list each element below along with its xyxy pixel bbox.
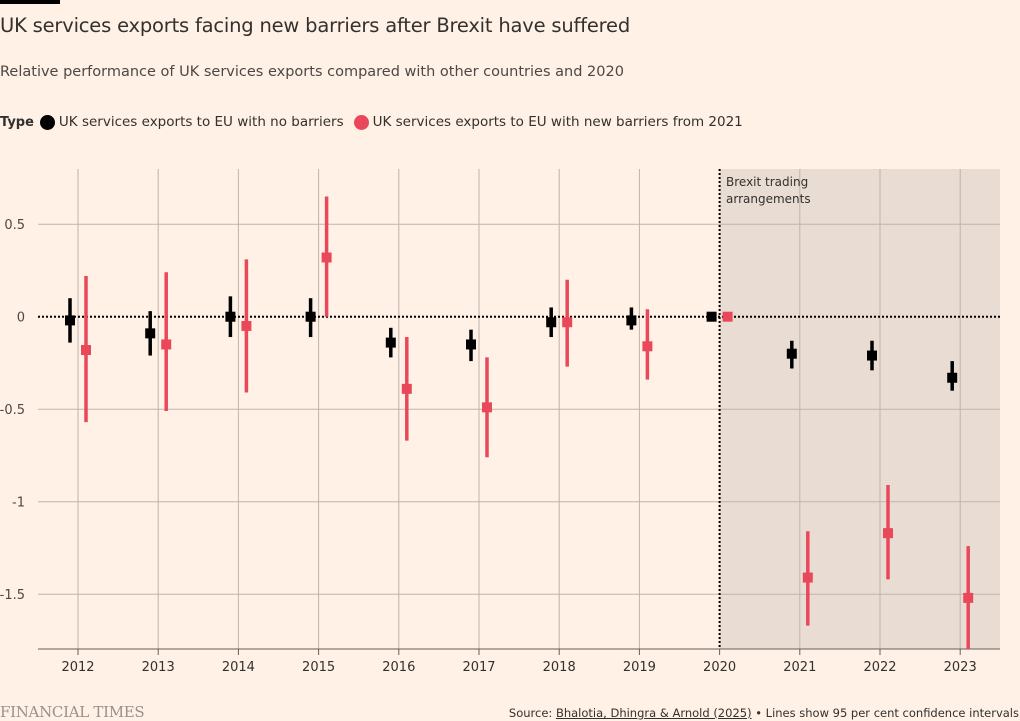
point-new-barriers <box>81 345 91 355</box>
y-tick-label: -1 <box>12 496 25 511</box>
chart-subtitle: Relative performance of UK services expo… <box>0 64 624 80</box>
x-tick-label: 2014 <box>222 660 255 675</box>
point-new-barriers <box>642 341 653 352</box>
point-no-barriers <box>65 315 75 326</box>
point-no-barriers <box>305 311 316 322</box>
legend-item-label: UK services exports to EU with new barri… <box>372 114 743 130</box>
legend-item-new-barriers[interactable]: UK services exports to EU with new barri… <box>353 114 743 130</box>
x-tick-label: 2022 <box>863 660 896 675</box>
point-new-barriers <box>401 383 412 394</box>
point-new-barriers <box>802 572 813 583</box>
source-suffix: • Lines show 95 per cent confidence inte… <box>751 706 1019 720</box>
x-tick-label: 2016 <box>382 660 415 675</box>
legend-item-label: UK services exports to EU with no barrie… <box>58 114 344 130</box>
legend-label: Type <box>0 114 34 130</box>
point-new-barriers <box>241 320 252 331</box>
y-tick-label: 0 <box>17 311 25 326</box>
point-new-barriers <box>722 311 733 322</box>
source-note: Source: Bhalotia, Dhingra & Arnold (2025… <box>509 706 1019 720</box>
point-no-barriers <box>385 337 396 348</box>
point-new-barriers <box>562 317 573 328</box>
x-tick-label: 2021 <box>783 660 816 675</box>
legend: Type UK services exports to EU with no b… <box>0 114 753 130</box>
x-tick-label: 2023 <box>944 660 977 675</box>
point-no-barriers <box>466 339 476 350</box>
point-new-barriers <box>963 592 974 603</box>
point-new-barriers <box>883 528 893 539</box>
x-tick-label: 2012 <box>61 660 94 675</box>
y-tick-label: 0.5 <box>4 218 25 233</box>
point-no-barriers <box>706 311 717 322</box>
legend-swatch-black <box>39 114 55 130</box>
point-no-barriers <box>225 311 236 322</box>
x-tick-label: 2018 <box>543 660 576 675</box>
point-new-barriers <box>482 402 492 413</box>
y-tick-label: -0.5 <box>0 403 25 418</box>
x-tick-label: 2013 <box>142 660 175 675</box>
point-no-barriers <box>626 315 637 326</box>
source-link[interactable]: Bhalotia, Dhingra & Arnold (2025) <box>555 706 752 720</box>
chart-title: UK services exports facing new barriers … <box>0 14 630 37</box>
point-no-barriers <box>145 328 156 339</box>
legend-swatch-red <box>353 114 369 130</box>
x-tick-label: 2015 <box>302 660 335 675</box>
ft-top-bar <box>0 0 60 4</box>
x-tick-label: 2019 <box>623 660 656 675</box>
legend-item-no-barriers[interactable]: UK services exports to EU with no barrie… <box>39 114 344 130</box>
point-no-barriers <box>546 317 557 328</box>
point-no-barriers <box>786 348 797 359</box>
point-new-barriers <box>161 339 172 350</box>
x-tick-label: 2017 <box>462 660 495 675</box>
point-no-barriers <box>947 372 958 383</box>
point-no-barriers <box>867 350 877 361</box>
x-tick-label: 2020 <box>703 660 736 675</box>
annotation-line-1: Brexit trading <box>726 175 808 189</box>
annotation-line-2: arrangements <box>726 192 811 206</box>
ft-logo: FINANCIAL TIMES <box>0 703 145 721</box>
point-new-barriers <box>321 252 332 263</box>
y-tick-label: -1.5 <box>0 588 25 603</box>
source-prefix: Source: <box>508 706 556 720</box>
